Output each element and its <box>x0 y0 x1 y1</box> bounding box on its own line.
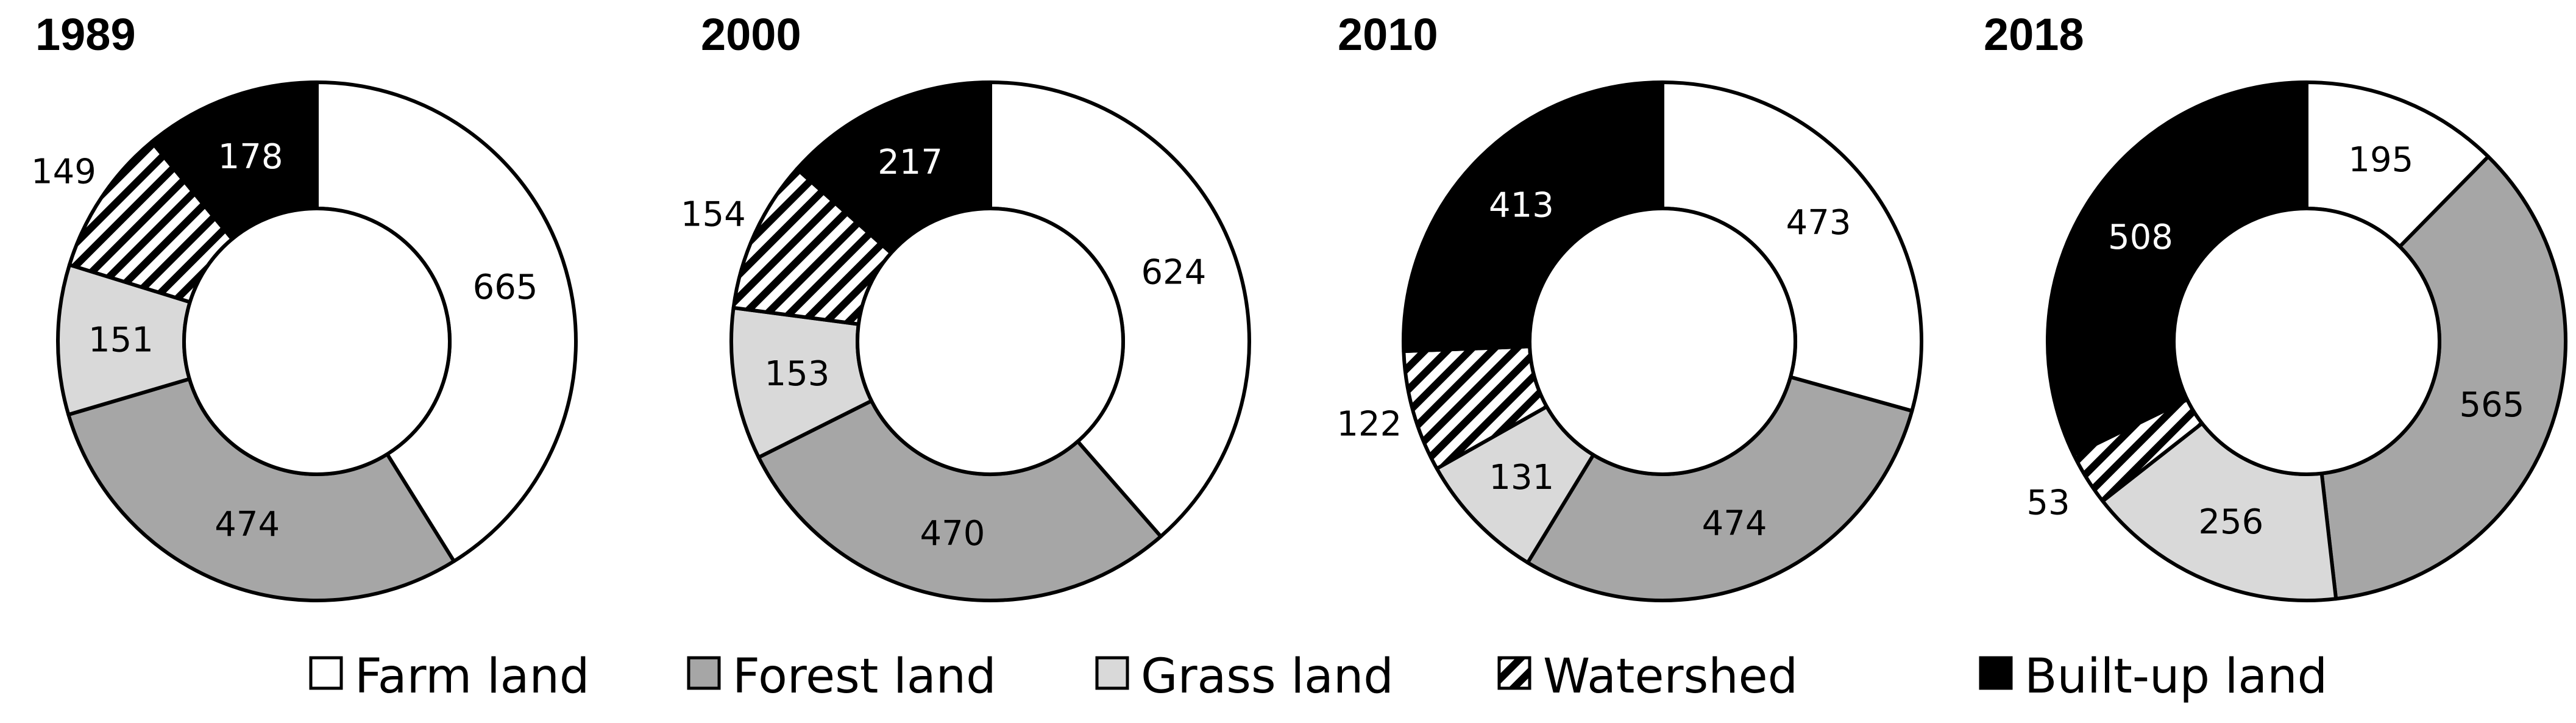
slice-label-farm-land-2018: 195 <box>2348 140 2413 180</box>
donut-hole-2018 <box>2172 207 2441 476</box>
pie-1989: 1989 665 474 151 149 178 <box>31 9 578 602</box>
slice-label-built-up-land-2000: 217 <box>878 143 943 182</box>
pie-2018: 2018 195 565 256 53 508 <box>1984 9 2567 602</box>
pie-title-1989: 1989 <box>35 9 136 60</box>
slice-label-grass-land-1989: 151 <box>88 320 154 360</box>
legend-swatch-forest-land <box>687 656 721 690</box>
slice-label-farm-land-2010: 473 <box>1786 203 1851 243</box>
legend-swatch-watershed <box>1497 656 1531 690</box>
legend-item-built-up-land: Built-up land <box>1979 649 2327 704</box>
slice-label-forest-land-2010: 474 <box>1702 504 1767 544</box>
pie-2010: 2010 473 474 131 122 413 <box>1336 9 1923 602</box>
slice-label-watershed-1989: 149 <box>31 152 96 191</box>
slice-label-watershed-2018: 53 <box>2026 483 2070 523</box>
donut-hole-2000 <box>856 207 1125 476</box>
slice-label-built-up-land-2018: 508 <box>2108 218 2173 257</box>
pie-2000: 2000 624 470 153 154 217 <box>681 9 1251 602</box>
legend-swatch-built-up-land <box>1979 656 2013 690</box>
legend-item-farm-land: Farm land <box>309 649 589 704</box>
legend-label-farm-land: Farm land <box>355 649 589 704</box>
slice-label-grass-land-2010: 131 <box>1489 458 1554 497</box>
slice-label-watershed-2010: 122 <box>1336 405 1402 444</box>
slice-label-grass-land-2000: 153 <box>765 354 830 394</box>
pie-title-2018: 2018 <box>1984 9 2084 60</box>
slice-label-watershed-2000: 154 <box>681 194 746 234</box>
legend-item-grass-land: Grass land <box>1095 649 1394 704</box>
legend: Farm land Forest land Grass land Watershed B… <box>309 649 2327 704</box>
legend-label-built-up-land: Built-up land <box>2024 649 2327 704</box>
legend-label-grass-land: Grass land <box>1141 649 1394 704</box>
slice-label-grass-land-2018: 256 <box>2198 502 2263 542</box>
legend-label-watershed: Watershed <box>1543 649 1798 704</box>
slice-label-forest-land-1989: 474 <box>215 505 280 544</box>
legend-item-watershed: Watershed <box>1497 649 1798 704</box>
slice-label-farm-land-1989: 665 <box>473 268 538 307</box>
slice-label-forest-land-2018: 565 <box>2460 385 2525 425</box>
legend-swatch-farm-land <box>309 656 343 690</box>
donut-hole-2010 <box>1528 207 1797 476</box>
slice-label-built-up-land-1989: 178 <box>218 137 283 177</box>
slice-label-farm-land-2000: 624 <box>1141 252 1207 292</box>
legend-swatch-grass-land <box>1095 656 1129 690</box>
legend-label-forest-land: Forest land <box>733 649 996 704</box>
pie-title-2000: 2000 <box>701 9 801 60</box>
donut-hole-1989 <box>182 207 452 476</box>
slice-label-forest-land-2000: 470 <box>920 514 985 554</box>
slice-label-built-up-land-2010: 413 <box>1489 186 1554 226</box>
pie-title-2010: 2010 <box>1338 9 1438 60</box>
legend-item-forest-land: Forest land <box>687 649 996 704</box>
